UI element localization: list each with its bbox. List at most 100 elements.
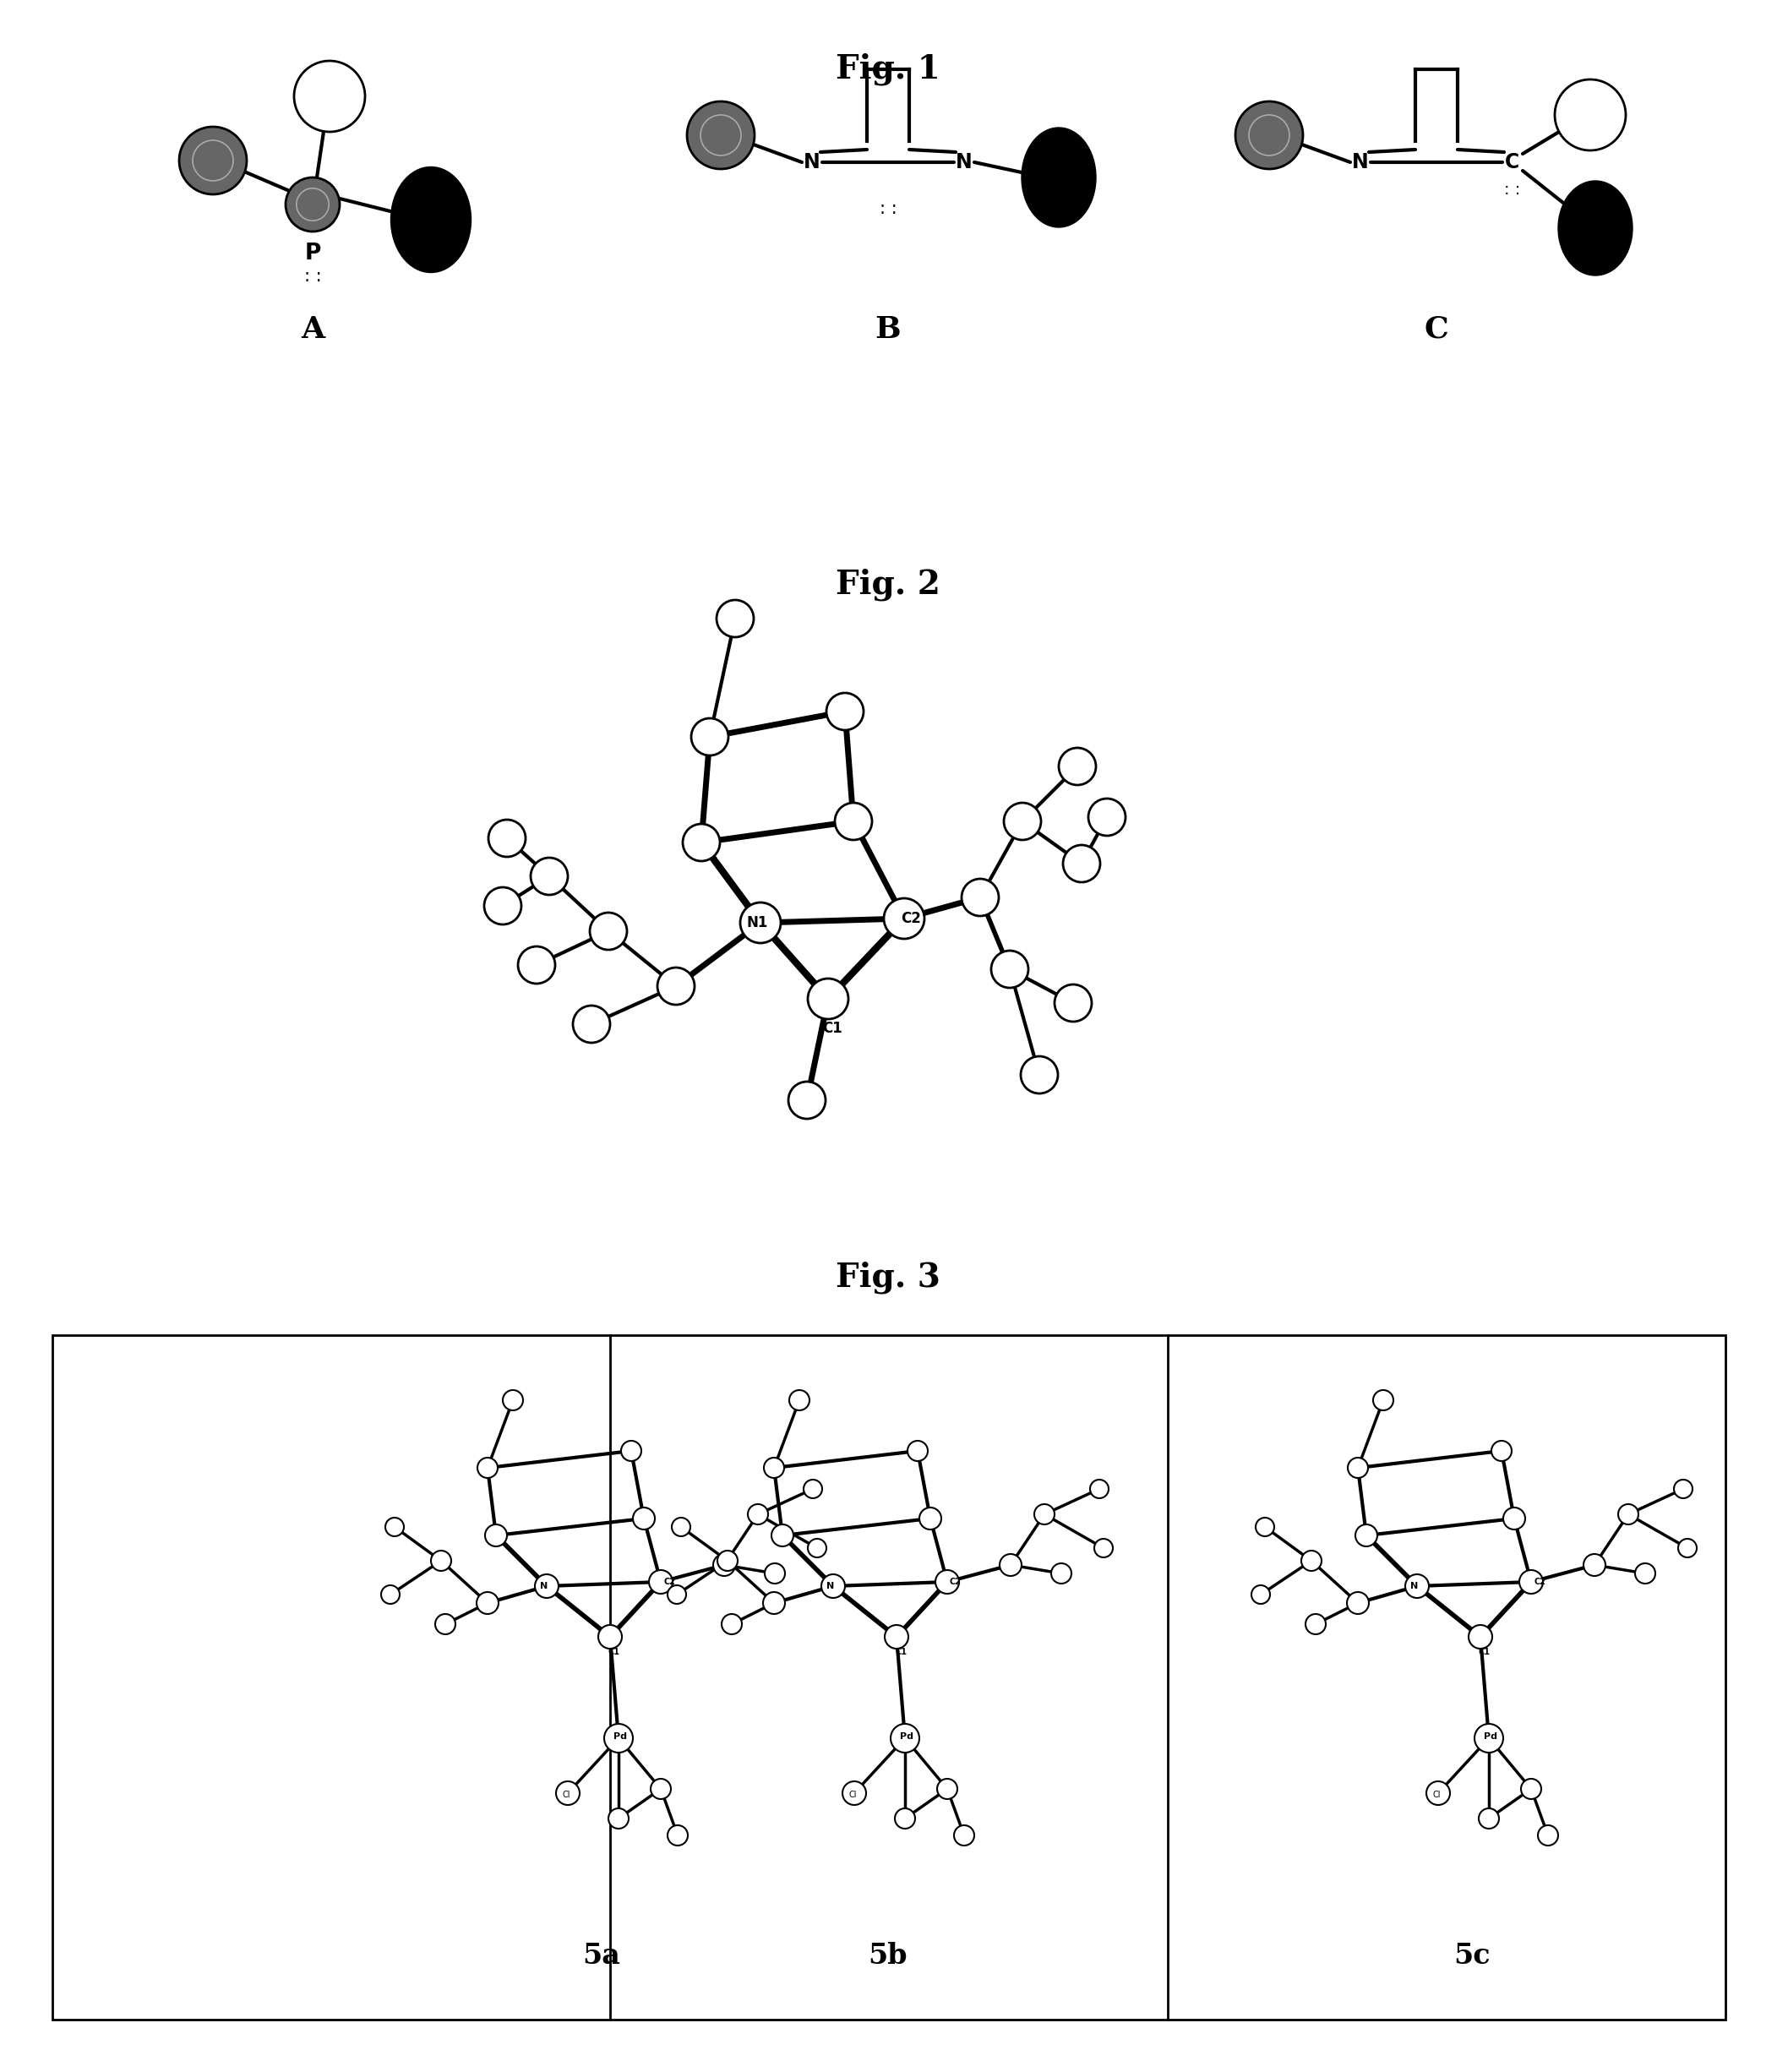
Circle shape (908, 1440, 928, 1461)
Circle shape (1406, 1575, 1429, 1598)
Text: N: N (826, 1581, 835, 1591)
Text: C1: C1 (1478, 1647, 1491, 1656)
Circle shape (1555, 79, 1626, 151)
Text: Fig. 3: Fig. 3 (835, 1262, 940, 1293)
Circle shape (713, 1554, 736, 1577)
Circle shape (1306, 1614, 1326, 1635)
Circle shape (809, 1539, 826, 1558)
Circle shape (1000, 1554, 1022, 1577)
Text: C2: C2 (663, 1577, 675, 1585)
Circle shape (1251, 1585, 1271, 1604)
Circle shape (842, 1782, 865, 1805)
Circle shape (1537, 1825, 1558, 1846)
Text: P: P (304, 242, 322, 265)
Text: Cl: Cl (849, 1790, 857, 1798)
Circle shape (604, 1724, 633, 1753)
Circle shape (1635, 1562, 1656, 1583)
Circle shape (721, 1614, 741, 1635)
Circle shape (1677, 1539, 1697, 1558)
Circle shape (535, 1575, 558, 1598)
Ellipse shape (391, 168, 471, 274)
Circle shape (1054, 984, 1091, 1021)
Text: : :: : : (304, 267, 322, 284)
Text: C2: C2 (901, 912, 920, 926)
Circle shape (1095, 1539, 1112, 1558)
Text: C1: C1 (896, 1647, 906, 1656)
Circle shape (503, 1390, 522, 1411)
Circle shape (622, 1440, 641, 1461)
Circle shape (883, 899, 924, 939)
Circle shape (890, 1724, 919, 1753)
Circle shape (1468, 1624, 1493, 1649)
Circle shape (517, 947, 554, 984)
Circle shape (896, 1809, 915, 1830)
Circle shape (179, 126, 247, 195)
Circle shape (1020, 1057, 1057, 1094)
Circle shape (835, 802, 873, 839)
Circle shape (650, 1778, 672, 1798)
Circle shape (572, 1005, 610, 1042)
Text: N1: N1 (746, 916, 768, 930)
Circle shape (821, 1575, 846, 1598)
Circle shape (771, 1525, 794, 1546)
Circle shape (668, 1585, 686, 1604)
Text: 5a: 5a (583, 1941, 620, 1970)
Circle shape (432, 1550, 451, 1571)
Circle shape (789, 1082, 826, 1119)
Circle shape (1059, 748, 1096, 785)
Circle shape (885, 1624, 908, 1649)
Circle shape (718, 1550, 737, 1571)
Text: C2: C2 (1534, 1577, 1546, 1585)
Circle shape (1052, 1562, 1072, 1583)
Text: : :: : : (880, 201, 897, 218)
Text: N: N (956, 151, 972, 172)
Circle shape (1034, 1504, 1054, 1525)
Circle shape (435, 1614, 455, 1635)
Text: Fig. 2: Fig. 2 (835, 568, 940, 601)
Circle shape (809, 978, 848, 1019)
Text: C1: C1 (823, 1021, 842, 1036)
Circle shape (599, 1624, 622, 1649)
Circle shape (1478, 1809, 1500, 1830)
Text: B: B (874, 315, 901, 344)
Circle shape (919, 1508, 942, 1529)
Text: Pd: Pd (1484, 1732, 1498, 1740)
Text: Cl: Cl (562, 1790, 570, 1798)
Ellipse shape (1558, 180, 1633, 276)
Circle shape (489, 821, 526, 858)
Text: N: N (1411, 1581, 1418, 1591)
Text: Fig. 1: Fig. 1 (835, 54, 940, 85)
Circle shape (1004, 802, 1041, 839)
Circle shape (1674, 1479, 1692, 1498)
Circle shape (380, 1585, 400, 1604)
Text: : :: : : (1505, 180, 1521, 197)
Circle shape (682, 825, 720, 862)
Text: 5b: 5b (869, 1941, 908, 1970)
Text: A: A (300, 315, 325, 344)
Circle shape (608, 1809, 629, 1830)
Circle shape (803, 1479, 823, 1498)
Text: Pd: Pd (613, 1732, 627, 1740)
Circle shape (531, 858, 569, 895)
Text: 5c: 5c (1454, 1941, 1491, 1970)
Circle shape (286, 178, 339, 232)
Circle shape (1521, 1778, 1541, 1798)
Circle shape (936, 1778, 958, 1798)
Circle shape (826, 692, 864, 729)
Circle shape (1519, 1571, 1542, 1593)
Circle shape (293, 60, 364, 133)
Text: N: N (803, 151, 821, 172)
Circle shape (1063, 845, 1100, 883)
Circle shape (1347, 1459, 1368, 1477)
Circle shape (1583, 1554, 1605, 1577)
Circle shape (386, 1517, 403, 1535)
Text: Cl: Cl (1432, 1790, 1441, 1798)
Circle shape (672, 1517, 689, 1535)
Circle shape (590, 912, 627, 949)
Text: N: N (540, 1581, 547, 1591)
Ellipse shape (1022, 128, 1096, 228)
Circle shape (1427, 1782, 1450, 1805)
Text: C2: C2 (949, 1577, 961, 1585)
Circle shape (1374, 1390, 1393, 1411)
Circle shape (483, 887, 521, 924)
